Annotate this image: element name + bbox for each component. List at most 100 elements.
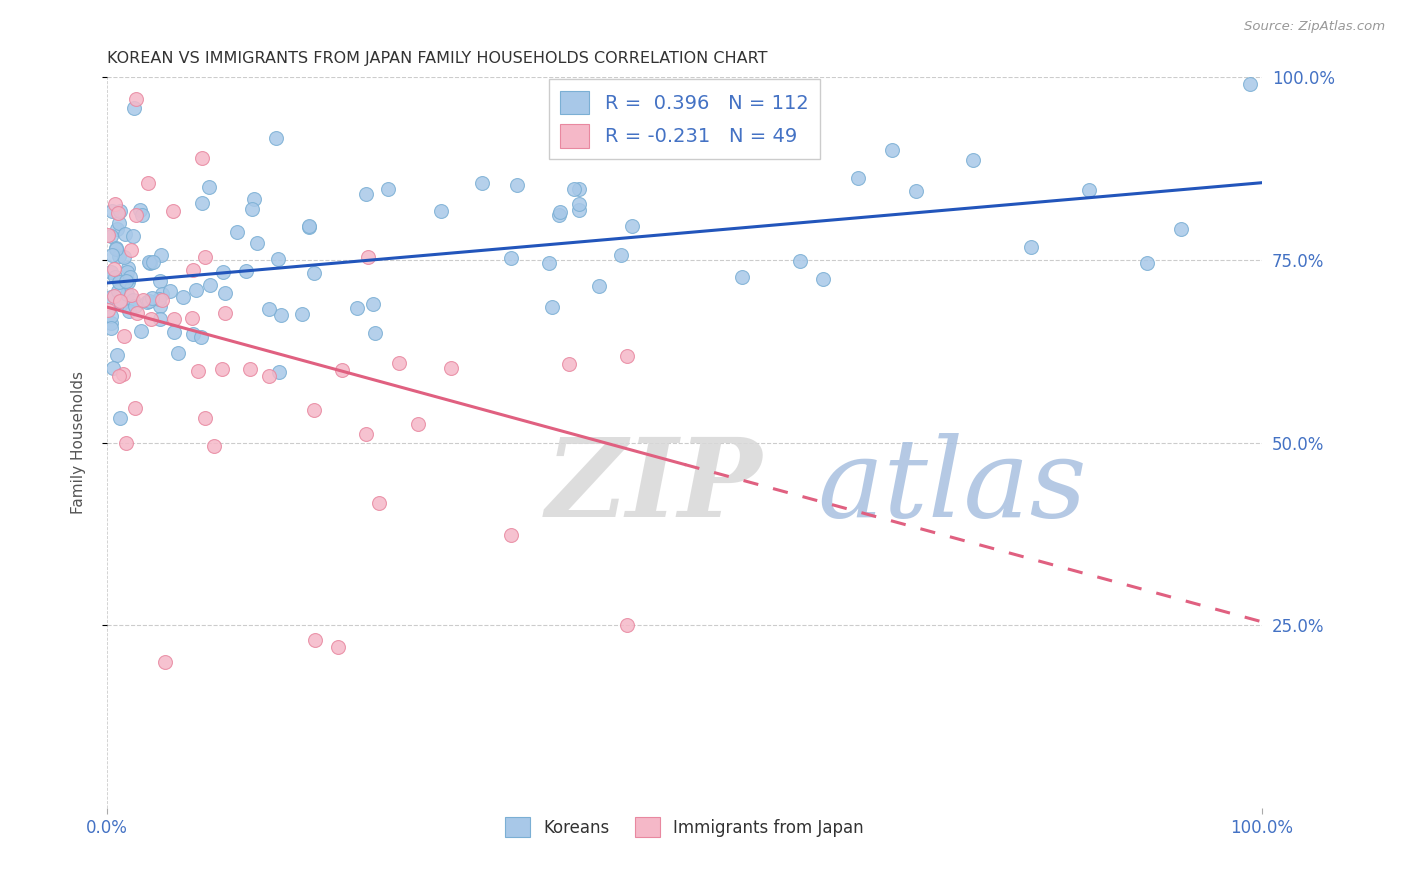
Point (125, 91, 148, 105)
Point (149, 312, 172, 326)
Point (354, 186, 377, 201)
Point (226, 225, 249, 239)
Point (194, 250, 217, 264)
Point (367, 496, 389, 510)
Point (562, 182, 585, 196)
Point (128, 202, 150, 217)
Point (731, 269, 754, 284)
Point (212, 265, 235, 279)
Point (1239, 77, 1261, 91)
Point (356, 250, 378, 264)
Point (364, 326, 387, 341)
Point (298, 219, 321, 234)
Point (162, 203, 184, 218)
Point (267, 252, 290, 267)
Point (588, 278, 610, 293)
Point (141, 291, 163, 305)
Point (138, 293, 160, 308)
Point (103, 261, 125, 276)
Point (100, 310, 122, 324)
Point (105, 348, 128, 362)
Legend: Koreans, Immigrants from Japan: Koreans, Immigrants from Japan (499, 810, 870, 844)
Point (104, 242, 127, 256)
Point (471, 176, 494, 190)
Point (125, 208, 148, 222)
Point (548, 205, 571, 219)
Point (107, 284, 129, 298)
Point (267, 365, 290, 379)
Text: atlas: atlas (817, 433, 1087, 541)
Point (332, 363, 354, 377)
Point (108, 275, 131, 289)
Point (121, 229, 143, 244)
Point (125, 306, 148, 320)
Point (129, 324, 152, 338)
Point (100, 229, 122, 244)
Point (304, 633, 326, 648)
Point (1077, 183, 1099, 197)
Point (1135, 256, 1157, 270)
Point (184, 283, 207, 297)
Point (122, 293, 145, 307)
Point (100, 316, 122, 330)
Point (97, 228, 120, 243)
Point (239, 362, 262, 376)
Point (159, 284, 181, 298)
Point (187, 364, 209, 378)
Point (120, 243, 142, 257)
Point (104, 270, 127, 285)
Point (117, 303, 139, 318)
Point (124, 401, 146, 415)
Point (149, 275, 172, 289)
Point (181, 311, 204, 326)
Point (124, 299, 146, 313)
Point (621, 219, 644, 233)
Point (105, 221, 128, 235)
Point (101, 361, 124, 376)
Point (114, 227, 136, 241)
Point (103, 289, 125, 303)
Point (100, 248, 122, 262)
Point (548, 208, 571, 222)
Text: ZIP: ZIP (546, 433, 762, 541)
Point (257, 301, 280, 316)
Point (112, 250, 135, 264)
Point (108, 410, 131, 425)
Y-axis label: Family Households: Family Households (72, 371, 86, 514)
Point (298, 220, 321, 235)
Point (131, 208, 153, 222)
Point (141, 311, 163, 326)
Point (291, 307, 314, 321)
Point (100, 320, 122, 334)
Point (138, 254, 160, 268)
Point (538, 256, 561, 270)
Point (789, 254, 811, 268)
Point (181, 327, 204, 342)
Point (108, 368, 131, 383)
Point (153, 655, 176, 669)
Point (304, 266, 326, 280)
Point (387, 356, 409, 370)
Point (202, 439, 225, 453)
Point (108, 203, 131, 218)
Point (148, 292, 170, 306)
Point (354, 427, 377, 442)
Point (198, 179, 221, 194)
Point (1170, 222, 1192, 236)
Point (191, 195, 214, 210)
Point (110, 296, 132, 310)
Point (568, 203, 591, 218)
Point (211, 361, 233, 376)
Point (506, 178, 529, 192)
Point (112, 329, 135, 343)
Point (264, 131, 287, 145)
Point (150, 248, 173, 262)
Point (115, 287, 138, 301)
Point (150, 287, 173, 301)
Point (882, 143, 904, 157)
Point (181, 263, 204, 277)
Point (214, 285, 236, 300)
Point (135, 294, 157, 309)
Point (616, 349, 638, 363)
Point (163, 325, 186, 339)
